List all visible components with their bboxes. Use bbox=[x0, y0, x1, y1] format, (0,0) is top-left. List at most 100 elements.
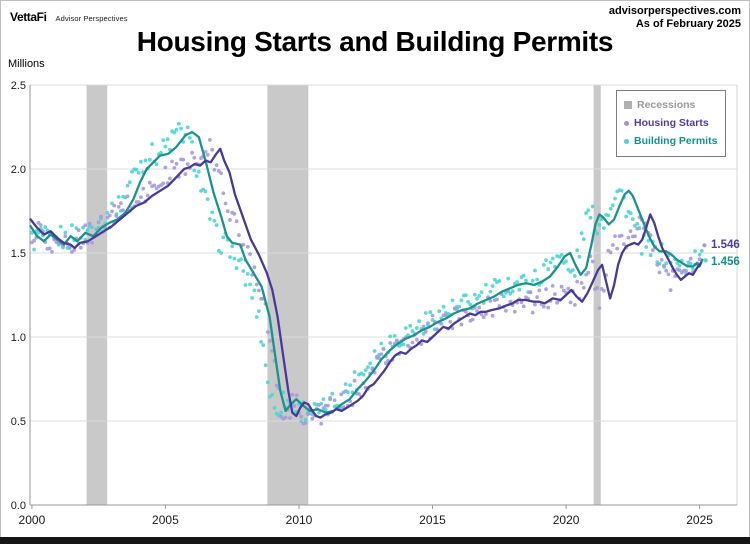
building-permits-dot bbox=[116, 195, 121, 199]
building-permits-dot bbox=[214, 223, 219, 228]
building-permits-dot bbox=[36, 230, 41, 235]
housing-starts-dot bbox=[290, 392, 295, 397]
housing-starts-dot bbox=[475, 309, 479, 313]
housing-starts-dot bbox=[163, 165, 168, 170]
housing-starts-dot bbox=[697, 257, 702, 262]
housing-starts-dot bbox=[682, 268, 686, 273]
housing-starts-dot bbox=[214, 163, 219, 168]
building-permits-dot bbox=[176, 121, 181, 126]
housing-starts-dot bbox=[615, 246, 620, 251]
building-permits-dot bbox=[208, 217, 212, 221]
building-permits-dot bbox=[192, 168, 197, 173]
building-permits-dot bbox=[172, 130, 177, 135]
building-permits-dot bbox=[232, 256, 237, 261]
housing-starts-dot bbox=[172, 166, 177, 170]
housing-starts-dot bbox=[421, 324, 426, 329]
housing-starts-dot bbox=[613, 234, 617, 239]
y-tick-label: 2.0 bbox=[11, 164, 26, 176]
housing-starts-dot bbox=[377, 356, 381, 361]
legend-label: Housing Starts bbox=[634, 117, 709, 129]
building-permits-dot bbox=[472, 292, 477, 297]
building-permits-dot bbox=[644, 245, 649, 249]
building-permits-dot bbox=[488, 289, 493, 294]
building-permits-dot bbox=[401, 342, 406, 347]
building-permits-dot bbox=[548, 260, 553, 265]
building-permits-dot bbox=[221, 235, 226, 240]
building-permits-dot bbox=[415, 326, 419, 330]
housing-starts-dot bbox=[352, 378, 357, 383]
building-permits-dot bbox=[484, 282, 488, 287]
housing-starts-dot bbox=[252, 265, 257, 270]
housing-starts-dot bbox=[32, 238, 36, 243]
building-permits-dot bbox=[410, 329, 415, 334]
y-tick-label: 0.5 bbox=[11, 416, 26, 428]
building-permits-dot bbox=[348, 383, 352, 387]
building-permits-dot bbox=[270, 392, 275, 397]
housing-starts-dot bbox=[219, 171, 224, 176]
housing-starts-dot bbox=[306, 412, 310, 417]
housing-starts-dot bbox=[490, 313, 495, 318]
y-tick-label: 0.0 bbox=[11, 500, 26, 512]
building-permits-dot bbox=[584, 211, 588, 216]
building-permits-dot bbox=[477, 294, 482, 298]
building-permits-dot bbox=[154, 162, 159, 167]
housing-starts-dot bbox=[190, 150, 195, 155]
building-permits-dot bbox=[321, 397, 326, 401]
housing-starts-dot bbox=[581, 285, 586, 290]
legend-label: Building Permits bbox=[634, 135, 718, 147]
building-permits-dot bbox=[196, 169, 201, 174]
housing-starts-dot bbox=[299, 414, 304, 419]
housing-starts-dot bbox=[90, 240, 94, 245]
building-permits-dot bbox=[212, 218, 217, 223]
recession-band bbox=[593, 85, 601, 505]
building-permits-dot bbox=[570, 268, 575, 272]
building-permits-dot bbox=[392, 334, 397, 338]
x-tick-label: 2005 bbox=[152, 513, 179, 527]
building-permits-dot bbox=[234, 266, 239, 271]
building-permits-dot bbox=[403, 326, 408, 330]
building-permits-dot bbox=[179, 126, 183, 131]
housing-starts-dot bbox=[274, 383, 279, 388]
housing-starts-dot bbox=[450, 326, 455, 331]
page-title: Housing Starts and Building Permits bbox=[136, 26, 614, 57]
building-permits-dot bbox=[510, 289, 515, 294]
building-permits-dot bbox=[219, 251, 224, 255]
building-permits-dot bbox=[239, 257, 244, 262]
building-permits-dot bbox=[457, 304, 462, 309]
housing-starts-dot bbox=[573, 303, 577, 307]
building-permits-dot bbox=[90, 225, 94, 230]
housing-starts-dot bbox=[477, 305, 482, 310]
housing-starts-dot bbox=[168, 176, 172, 181]
building-permits-dot bbox=[203, 189, 208, 194]
building-permits-dot bbox=[610, 203, 615, 208]
housing-starts-dot bbox=[161, 181, 166, 186]
legend-label: Recessions bbox=[637, 99, 696, 111]
building-permits-dot bbox=[575, 248, 580, 253]
housing-starts-dot bbox=[535, 295, 539, 299]
housing-starts-dot bbox=[321, 406, 326, 410]
building-permits-dot bbox=[263, 363, 268, 368]
housing-starts-dot bbox=[87, 221, 92, 226]
housing-starts-dot bbox=[521, 304, 526, 309]
legend: Recessions Housing Starts Building Permi… bbox=[616, 90, 727, 157]
building-permits-dot bbox=[63, 230, 68, 235]
building-permits-dot bbox=[352, 370, 357, 374]
building-permits-dot bbox=[248, 282, 252, 287]
housing-starts-dot bbox=[662, 263, 666, 268]
housing-starts-dot bbox=[112, 203, 117, 208]
footer-bar bbox=[0, 537, 750, 544]
building-permits-dot bbox=[228, 255, 232, 259]
housing-starts-dot bbox=[234, 219, 239, 224]
building-permits-dot bbox=[281, 390, 286, 395]
housing-starts-dot bbox=[664, 268, 669, 273]
building-permits-dot bbox=[630, 217, 635, 222]
building-permits-dot bbox=[437, 309, 442, 314]
housing-starts-dot bbox=[136, 200, 141, 204]
housing-starts-dot bbox=[147, 180, 152, 185]
housing-starts-dot bbox=[237, 233, 241, 238]
building-permits-dot bbox=[699, 249, 704, 253]
building-permits-dot bbox=[521, 273, 526, 278]
housing-starts-dot bbox=[541, 304, 546, 309]
